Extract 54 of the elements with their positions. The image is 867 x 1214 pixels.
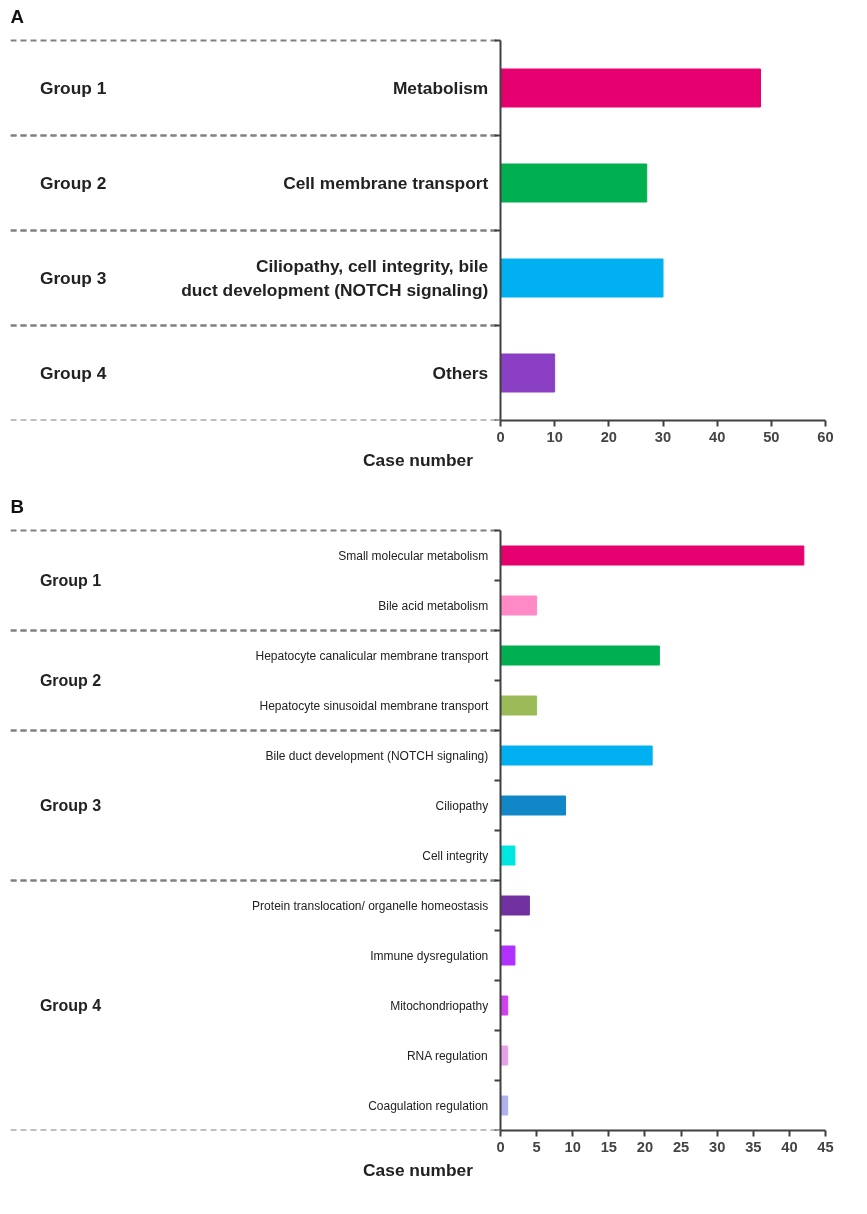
text: Group 2 (39, 173, 107, 193)
y-tick-label: Bile acid metabolism (378, 598, 489, 613)
y-tick-label: RNA regulation (406, 1048, 488, 1063)
bar (500, 845, 516, 866)
x-tick-label: 35 (745, 1138, 762, 1155)
text: Group 3 (39, 797, 102, 814)
y-tick-label: Hepatocyte canalicular membrane transport (255, 648, 489, 663)
y-tick-label: Protein translocation/ organelle homeostasis (252, 898, 489, 913)
text: Group 2 (39, 672, 102, 689)
x-axis-title: Case number (363, 1159, 474, 1180)
bar (500, 945, 516, 966)
y-tick-label: Immune dysregulation (370, 948, 489, 963)
text: Group 1 (39, 572, 102, 589)
text: Group 1 (39, 78, 107, 98)
y-tick-label: Hepatocyte sinusoidal membrane transport (259, 698, 489, 713)
x-tick-label: 40 (781, 1138, 798, 1155)
text: A (10, 5, 24, 27)
bar (500, 595, 538, 616)
y-tick-label: Metabolism (392, 78, 489, 98)
y-tick-label: Bile duct development (NOTCH signaling) (265, 748, 489, 763)
x-tick-label: 5 (532, 1138, 541, 1155)
x-tick-label: 20 (636, 1138, 654, 1155)
x-tick-label: 15 (600, 1138, 617, 1155)
x-tick-label: 30 (709, 1138, 726, 1155)
x-tick-label: 20 (600, 428, 617, 445)
bar (500, 795, 566, 816)
x-tick-label: 40 (709, 428, 726, 445)
y-tick-label: Coagulation regulation (368, 1098, 489, 1113)
x-tick-label: 30 (654, 428, 672, 445)
bar (500, 545, 805, 566)
y-tick-label: Mitochondriopathy (390, 998, 489, 1013)
y-tick-label: Others (432, 363, 489, 383)
text: Group 3 (39, 268, 107, 288)
x-tick-label: 25 (672, 1138, 690, 1155)
y-tick-label: Ciliopathy, cell integrity, bile duct development (NOTCH signaling) (181, 256, 489, 300)
y-tick-label: Small molecular metabolism (338, 548, 489, 563)
x-tick-label: 10 (564, 1138, 581, 1155)
text: Group 4 (39, 997, 102, 1014)
y-tick-label: Ciliopathy (435, 798, 489, 813)
bar (500, 645, 660, 666)
y-tick-label: Cell membrane transport (283, 173, 489, 193)
text: Group 4 (39, 363, 107, 383)
x-tick-label: 60 (817, 428, 834, 445)
x-axis-title: Case number (363, 449, 474, 470)
text: B (10, 495, 24, 517)
x-tick-label: 50 (763, 428, 780, 445)
x-tick-label: 45 (817, 1138, 834, 1155)
bar (500, 745, 653, 766)
x-tick-label: 10 (546, 428, 563, 445)
x-tick-label: 0 (496, 1138, 505, 1155)
bar (500, 695, 538, 716)
y-tick-label: Cell integrity (422, 848, 489, 863)
x-tick-label: 0 (496, 428, 505, 445)
bar (500, 895, 530, 916)
